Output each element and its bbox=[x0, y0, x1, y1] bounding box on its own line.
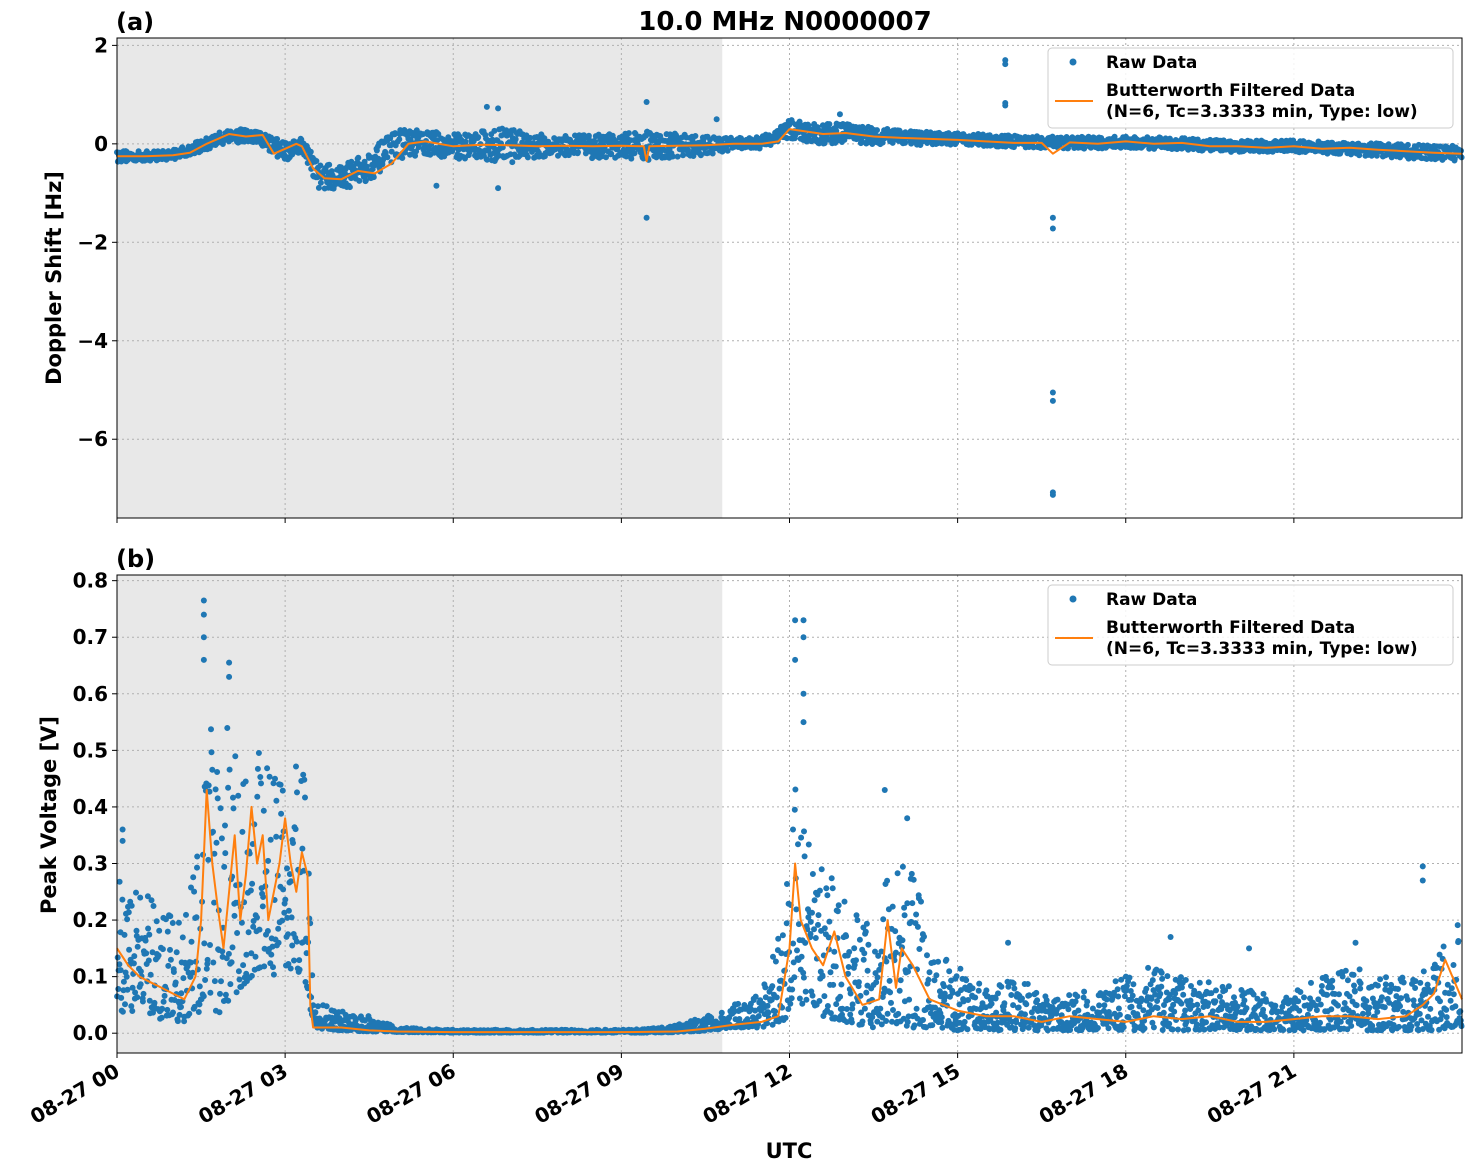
x-tick-label-1: 08-27 03 bbox=[194, 1059, 292, 1129]
doppler-raw-outlier-14 bbox=[433, 182, 440, 189]
voltage-raw-outlier-9 bbox=[792, 656, 799, 663]
doppler-raw-outlier-12 bbox=[483, 103, 490, 110]
x-tick-label-0: 08-27 00 bbox=[26, 1059, 124, 1129]
voltage-legend-filtered-label-1: Butterworth Filtered Data bbox=[1106, 618, 1355, 638]
doppler-legend-filtered-label-1: Butterworth Filtered Data bbox=[1106, 81, 1355, 101]
voltage-y-tick-label-3: 0.3 bbox=[73, 851, 108, 875]
voltage-legend: Raw Data Butterworth Filtered Data (N=6,… bbox=[1047, 584, 1454, 666]
doppler-legend-box bbox=[1047, 47, 1454, 129]
voltage-y-axis-label: Peak Voltage [V] bbox=[37, 716, 61, 914]
doppler-raw-outlier-4 bbox=[1049, 214, 1056, 221]
voltage-raw-outlier-19 bbox=[1246, 945, 1253, 952]
voltage-y-ticks: 0.0 0.1 0.2 0.3 0.4 0.5 0.6 0.7 0.8 bbox=[73, 569, 117, 1045]
voltage-panel: 0.0 0.1 0.2 0.3 0.4 0.5 0.6 0.7 0.8 (b) Peak Vol… bbox=[26, 545, 1465, 1129]
doppler-raw-outlier-6 bbox=[1049, 389, 1056, 396]
voltage-y-tick-label-4: 0.4 bbox=[73, 795, 108, 819]
x-tick-label-2: 08-27 06 bbox=[362, 1059, 460, 1129]
voltage-raw-outlier-20 bbox=[1167, 934, 1174, 941]
voltage-legend-box bbox=[1047, 584, 1454, 666]
voltage-shaded-region bbox=[117, 575, 723, 1053]
doppler-y-axis-label: Doppler Shift [Hz] bbox=[42, 171, 66, 385]
voltage-raw-outlier-18 bbox=[1005, 939, 1012, 946]
doppler-y-tick-label-2: −2 bbox=[77, 230, 108, 254]
doppler-raw-outlier-11 bbox=[643, 99, 650, 105]
doppler-raw-outlier-10 bbox=[643, 214, 650, 221]
doppler-y-ticks: 2 0 −2 −4 −6 bbox=[77, 33, 117, 451]
voltage-raw-outlier-17 bbox=[119, 837, 126, 844]
doppler-x-ticks bbox=[116, 518, 1295, 523]
voltage-y-tick-label-8: 0.8 bbox=[73, 569, 108, 593]
voltage-raw-outlier-4 bbox=[226, 659, 233, 666]
x-tick-label-4: 08-27 12 bbox=[698, 1059, 796, 1129]
voltage-legend-filtered-label-2: (N=6, Tc=3.3333 min, Type: low) bbox=[1106, 639, 1418, 659]
voltage-raw-outlier-2 bbox=[200, 634, 207, 641]
voltage-raw-outlier-7 bbox=[800, 617, 807, 624]
doppler-raw-outlier-5 bbox=[1049, 225, 1056, 232]
voltage-filtered-series bbox=[116, 789, 1463, 1034]
doppler-raw-outlier-1 bbox=[1002, 61, 1009, 68]
voltage-y-tick-label-1: 0.1 bbox=[73, 965, 108, 989]
voltage-raw-outlier-21 bbox=[1352, 939, 1359, 946]
doppler-raw-outlier-13 bbox=[495, 105, 502, 112]
doppler-y-tick-label-1: 0 bbox=[94, 132, 108, 156]
doppler-y-tick-label-3: −4 bbox=[77, 329, 108, 353]
voltage-y-tick-label-5: 0.5 bbox=[73, 738, 108, 762]
doppler-raw-series bbox=[114, 57, 1465, 498]
doppler-raw-outlier-16 bbox=[713, 116, 720, 123]
voltage-raw-outlier-3 bbox=[200, 656, 207, 663]
doppler-legend-raw-marker bbox=[1069, 58, 1077, 66]
doppler-raw-outlier-9 bbox=[1049, 491, 1056, 498]
doppler-raw-outlier-3 bbox=[1002, 102, 1009, 109]
voltage-y-tick-label-2: 0.2 bbox=[73, 908, 108, 932]
x-tick-label-7: 08-27 21 bbox=[1203, 1059, 1301, 1129]
panel-label-b: (b) bbox=[116, 545, 155, 573]
doppler-raw-outlier-15 bbox=[495, 185, 502, 192]
voltage-raw-outlier-1 bbox=[200, 611, 207, 618]
voltage-raw-outlier-15 bbox=[1419, 877, 1426, 884]
doppler-shaded-region bbox=[117, 38, 723, 518]
voltage-x-ticks bbox=[116, 1053, 1295, 1058]
x-tick-label-6: 08-27 18 bbox=[1035, 1059, 1133, 1129]
voltage-raw-outlier-5 bbox=[226, 673, 233, 680]
doppler-raw-dots bbox=[114, 117, 1465, 192]
voltage-raw-outlier-6 bbox=[792, 617, 799, 624]
x-tick-labels: 08-27 00 08-27 03 08-27 06 08-27 09 08-27 12… bbox=[26, 1059, 1300, 1129]
voltage-raw-outlier-13 bbox=[904, 815, 911, 822]
voltage-raw-outlier-14 bbox=[1419, 863, 1426, 870]
doppler-filtered-line bbox=[117, 128, 1463, 181]
voltage-raw-outlier-0 bbox=[200, 597, 207, 604]
voltage-night-shade bbox=[117, 575, 723, 1053]
x-tick-label-5: 08-27 15 bbox=[867, 1059, 965, 1129]
doppler-y-tick-label-4: −6 bbox=[77, 427, 108, 451]
doppler-legend-raw-label: Raw Data bbox=[1106, 53, 1197, 73]
voltage-legend-raw-label: Raw Data bbox=[1106, 590, 1197, 610]
voltage-y-tick-label-0: 0.0 bbox=[73, 1021, 108, 1045]
voltage-raw-outlier-16 bbox=[119, 826, 126, 833]
voltage-y-tick-label-6: 0.6 bbox=[73, 682, 108, 706]
doppler-legend: Raw Data Butterworth Filtered Data (N=6,… bbox=[1047, 47, 1454, 129]
doppler-y-tick-label-0: 2 bbox=[94, 33, 108, 57]
doppler-raw-outlier-17 bbox=[836, 111, 843, 118]
voltage-filtered-line bbox=[116, 789, 1463, 1034]
panel-label-a: (a) bbox=[116, 8, 154, 36]
voltage-raw-outlier-12 bbox=[881, 786, 888, 793]
figure-title: 10.0 MHz N0000007 bbox=[638, 7, 931, 37]
doppler-raw-outlier-7 bbox=[1049, 397, 1056, 404]
voltage-legend-raw-marker bbox=[1069, 595, 1077, 603]
voltage-raw-outlier-8 bbox=[800, 634, 807, 641]
doppler-panel: 2 0 −2 −4 −6 (a) Doppler Shift [Hz] Raw Data… bbox=[42, 8, 1465, 523]
x-axis-label: UTC bbox=[766, 1139, 813, 1163]
voltage-y-tick-label-7: 0.7 bbox=[73, 625, 108, 649]
doppler-filtered-series bbox=[117, 128, 1463, 181]
voltage-raw-outlier-11 bbox=[800, 719, 807, 726]
voltage-raw-series bbox=[114, 597, 1465, 1036]
doppler-night-shade bbox=[117, 38, 723, 518]
doppler-legend-filtered-label-2: (N=6, Tc=3.3333 min, Type: low) bbox=[1106, 102, 1418, 122]
voltage-raw-outlier-10 bbox=[800, 690, 807, 697]
x-tick-label-3: 08-27 09 bbox=[530, 1059, 628, 1129]
